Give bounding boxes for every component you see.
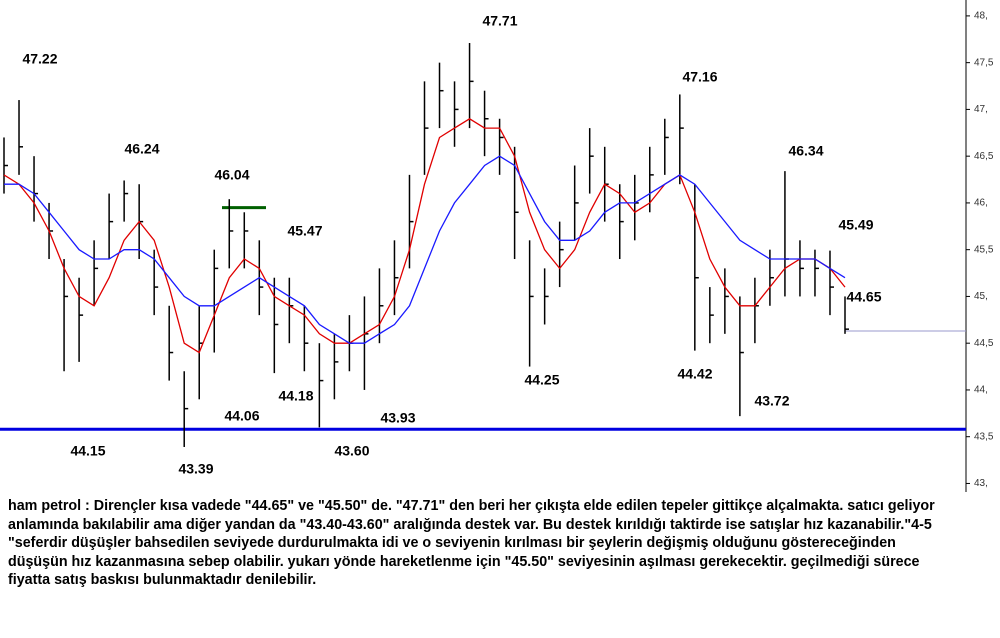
- chart: 43, 43,5 44, 44,5 45, 45,5 46, 46,5 47, 47,5 48, 47…: [0, 0, 994, 492]
- y-tick-label: 46,: [974, 198, 988, 209]
- price-annotation: 43.39: [178, 461, 213, 477]
- price-annotation: 46.24: [124, 141, 159, 157]
- price-annotation: 46.04: [214, 167, 249, 183]
- y-tick-label: 47,5: [974, 57, 994, 68]
- moving-average: [4, 155, 846, 344]
- y-tick-label: 48,: [974, 11, 988, 22]
- y-tick-label: 43,: [974, 478, 988, 489]
- price-annotation: 45.49: [838, 217, 873, 233]
- commentary: ham petrol : Dirençler kısa vadede "44.6…: [8, 498, 935, 588]
- y-tick-label: 44,: [974, 385, 988, 396]
- price-annotation: 44.25: [524, 372, 559, 388]
- price-annotation: 47.22: [22, 51, 57, 67]
- price-annotation: 44.18: [278, 388, 313, 404]
- price-annotation: 45.47: [287, 223, 322, 239]
- y-tick-label: 46,5: [974, 151, 994, 162]
- price-annotation: 43.72: [754, 393, 789, 409]
- y-tick-label: 45,: [974, 291, 988, 302]
- moving-average: [3, 118, 846, 354]
- price-annotation: 43.93: [380, 410, 415, 426]
- price-annotation: 47.16: [682, 69, 717, 85]
- price-annotation: 46.34: [788, 143, 823, 159]
- price-annotation: 43.60: [334, 443, 369, 459]
- y-tick-label: 47,: [974, 104, 988, 115]
- price-annotation: 47.71: [482, 13, 517, 29]
- y-tick-label: 43,5: [974, 431, 994, 442]
- price-annotation: 44.06: [224, 408, 259, 424]
- y-tick-label: 44,5: [974, 338, 994, 349]
- price-annotation: 44.65: [846, 289, 881, 305]
- y-tick-label: 45,5: [974, 244, 994, 255]
- price-annotation: 44.15: [70, 443, 105, 459]
- price-annotation: 44.42: [677, 366, 712, 382]
